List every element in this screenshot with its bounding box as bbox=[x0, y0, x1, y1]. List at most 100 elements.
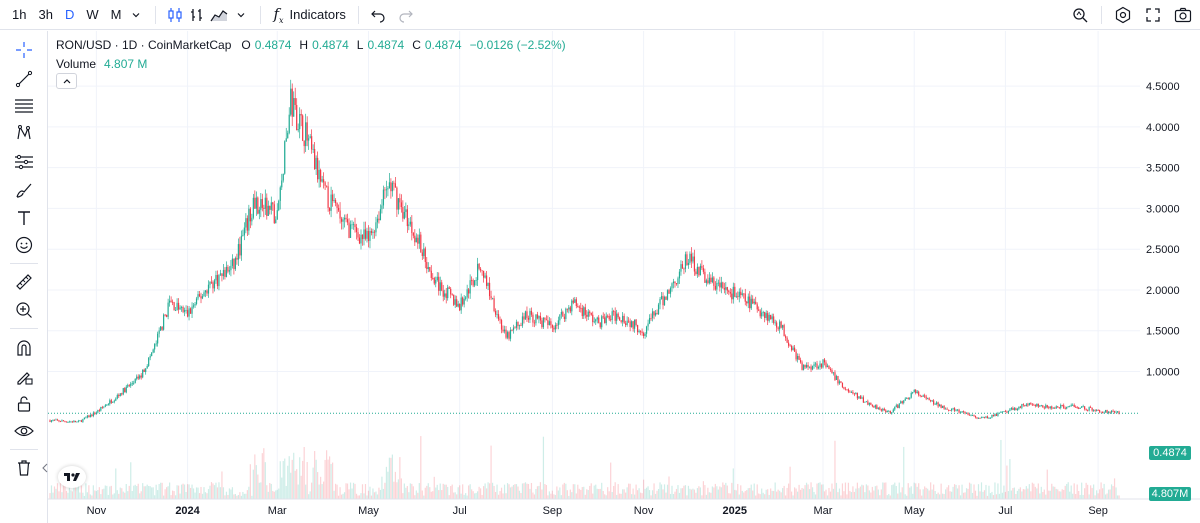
candle-body bbox=[285, 138, 287, 142]
candle-body bbox=[339, 210, 341, 219]
candle-body bbox=[394, 183, 396, 188]
crosshair-icon[interactable] bbox=[13, 39, 35, 61]
volume-bar bbox=[282, 461, 284, 499]
brush-icon[interactable] bbox=[13, 179, 35, 201]
volume-bar bbox=[631, 494, 633, 499]
candles-chart-type-icon[interactable] bbox=[164, 4, 186, 26]
volume-bar bbox=[964, 492, 966, 499]
area-chart-type-icon[interactable] bbox=[208, 4, 230, 26]
volume-bar bbox=[480, 488, 482, 499]
candle-body bbox=[1118, 411, 1120, 415]
volume-bar bbox=[83, 495, 85, 499]
volume-bar bbox=[743, 492, 745, 499]
candle-body bbox=[76, 421, 78, 423]
candle-body bbox=[311, 136, 313, 150]
candle-body bbox=[719, 282, 721, 288]
tradingview-logo-icon[interactable] bbox=[58, 466, 86, 488]
timeframe-1h[interactable]: 1h bbox=[12, 7, 27, 22]
collapse-legend-button[interactable] bbox=[56, 73, 77, 89]
candle-body bbox=[176, 302, 178, 311]
settings-gear-icon[interactable] bbox=[1112, 4, 1134, 26]
indicators-button[interactable]: fx Indicators bbox=[269, 5, 349, 25]
volume-bar bbox=[284, 458, 286, 499]
candle-body bbox=[919, 395, 921, 396]
candle-body bbox=[819, 363, 821, 367]
volume-bar bbox=[183, 484, 186, 499]
text-tool-icon[interactable] bbox=[13, 207, 35, 229]
timeframe-1m[interactable]: M bbox=[110, 7, 122, 22]
candle-body bbox=[447, 287, 449, 299]
toolbar-divider bbox=[155, 5, 157, 24]
fullscreen-icon[interactable] bbox=[1142, 4, 1164, 26]
volume-bar bbox=[396, 482, 398, 499]
candle-body bbox=[1060, 405, 1062, 408]
zoom-in-icon[interactable] bbox=[13, 299, 35, 321]
candle-body bbox=[608, 316, 610, 320]
candle-body bbox=[515, 321, 518, 328]
candle-body bbox=[1040, 405, 1042, 407]
bars-chart-type-icon[interactable] bbox=[186, 4, 208, 26]
trend-line-icon[interactable] bbox=[13, 68, 35, 90]
volume-bar bbox=[448, 495, 450, 499]
volume-bar bbox=[759, 494, 761, 499]
volume-bar bbox=[820, 484, 823, 499]
candle-body bbox=[955, 410, 957, 412]
candle-body bbox=[260, 199, 262, 210]
candle-body bbox=[414, 235, 416, 243]
emoji-icon[interactable] bbox=[13, 234, 35, 256]
timeframe-1d[interactable]: D bbox=[64, 7, 75, 22]
candle-body bbox=[735, 296, 737, 298]
volume-bar bbox=[308, 494, 310, 499]
volume-bar bbox=[773, 490, 775, 499]
candle-body bbox=[566, 308, 568, 310]
hide-drawings-eye-icon[interactable] bbox=[13, 420, 35, 442]
ruler-measure-icon[interactable] bbox=[13, 271, 35, 293]
camera-snapshot-icon[interactable] bbox=[1172, 4, 1194, 26]
collapse-toolbar-chevron-icon[interactable] bbox=[41, 462, 49, 476]
forecasting-tool-icon[interactable] bbox=[13, 151, 35, 173]
fib-retracement-icon[interactable] bbox=[13, 95, 35, 117]
redo-icon[interactable] bbox=[395, 4, 417, 26]
stay-in-drawing-mode-icon[interactable] bbox=[13, 366, 35, 388]
volume-legend: Volume 4.807 M bbox=[56, 57, 147, 71]
volume-bar bbox=[511, 486, 513, 499]
chart-type-dropdown-chevron-icon[interactable] bbox=[230, 4, 252, 26]
volume-bar bbox=[457, 487, 459, 499]
candle-body bbox=[509, 329, 512, 339]
candle-body bbox=[402, 207, 404, 219]
candle-body bbox=[104, 405, 106, 407]
candle-body bbox=[233, 258, 235, 270]
volume-bar bbox=[844, 482, 847, 499]
candle-body bbox=[121, 393, 123, 395]
lock-drawings-icon[interactable] bbox=[13, 393, 35, 415]
candle-body bbox=[246, 218, 248, 231]
price-chart[interactable]: 4.50004.00003.50003.00002.50002.00001.50… bbox=[48, 31, 1200, 523]
symbol-title[interactable]: RON/USD · 1D · CoinMarketCap bbox=[56, 38, 232, 52]
trash-remove-icon[interactable] bbox=[13, 457, 35, 479]
chart-area[interactable]: 4.5000 4.0000 3.5000 3.0000 2.5000 2.0000 1.50… bbox=[48, 31, 1200, 523]
magnet-icon[interactable] bbox=[13, 337, 35, 359]
volume-bar bbox=[746, 490, 748, 499]
candle-body bbox=[174, 310, 177, 312]
candle-body bbox=[320, 169, 322, 182]
candle-body bbox=[426, 262, 428, 270]
pattern-tool-icon[interactable] bbox=[13, 122, 35, 144]
candle-body bbox=[505, 329, 507, 338]
volume-bar bbox=[436, 484, 438, 499]
candle-body bbox=[773, 316, 775, 323]
candle-body bbox=[927, 398, 929, 400]
volume-bar bbox=[651, 490, 654, 499]
volume-bar bbox=[417, 492, 419, 499]
timeframe-1w[interactable]: W bbox=[86, 7, 99, 22]
timeframe-dropdown-chevron-icon[interactable] bbox=[125, 4, 147, 26]
candle-body bbox=[776, 322, 778, 328]
volume-label[interactable]: Volume bbox=[56, 57, 97, 71]
undo-icon[interactable] bbox=[367, 4, 389, 26]
volume-bar bbox=[154, 495, 156, 499]
quick-search-icon[interactable] bbox=[1069, 4, 1091, 26]
timeframe-3h[interactable]: 3h bbox=[38, 7, 53, 22]
candle-body bbox=[892, 409, 894, 413]
candle-body bbox=[912, 392, 914, 393]
candle-body bbox=[571, 300, 573, 312]
volume-bar bbox=[363, 493, 365, 499]
